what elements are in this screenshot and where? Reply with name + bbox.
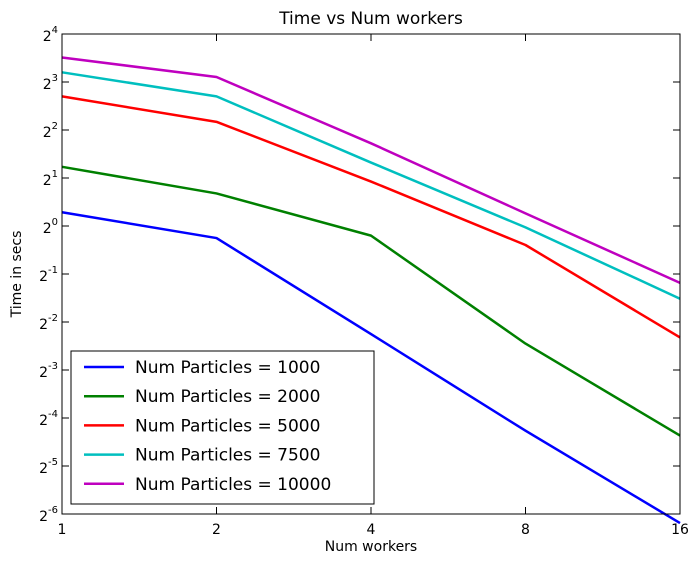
y-axis-label: Time in secs (9, 231, 25, 319)
series-line-4 (61, 71, 681, 300)
y-tick-label: 23 (43, 73, 58, 93)
legend-label: Num Particles = 1000 (135, 358, 320, 378)
y-tick-label: 20 (43, 217, 58, 237)
legend-label: Num Particles = 5000 (135, 416, 320, 436)
y-tick-label: 24 (43, 25, 58, 45)
y-tick-label: 2-6 (39, 505, 58, 525)
y-tick-label: 2-1 (39, 265, 58, 285)
x-tick-label: 8 (521, 522, 530, 538)
series-layer (61, 56, 681, 525)
y-tick-label: 2-2 (39, 313, 58, 333)
legend-label: Num Particles = 2000 (135, 387, 320, 407)
series-line-2 (61, 165, 681, 437)
legend: Num Particles = 1000 Num Particles = 2000… (70, 350, 375, 505)
x-axis-ticks: 1 2 4 8 16 (58, 34, 689, 538)
y-tick-label: 2-4 (39, 409, 58, 429)
y-tick-label: 2-5 (39, 457, 58, 477)
chart-title: Time vs Num workers (278, 9, 463, 29)
y-axis-ticks: 2-6 2-5 2-4 2-3 2-2 2-1 20 21 22 23 24 (39, 25, 680, 525)
legend-box (70, 350, 375, 505)
y-tick-label: 2-3 (39, 361, 58, 381)
y-tick-label: 22 (43, 121, 58, 141)
x-tick-label: 16 (671, 522, 689, 538)
legend-label: Num Particles = 10000 (135, 475, 331, 495)
series-line-1 (61, 210, 681, 525)
x-axis-label: Num workers (325, 539, 417, 555)
x-tick-label: 1 (58, 522, 67, 538)
x-tick-label: 2 (212, 522, 221, 538)
series-line-3 (61, 95, 681, 339)
legend-label: Num Particles = 7500 (135, 446, 320, 466)
x-tick-label: 4 (367, 522, 376, 538)
y-tick-label: 21 (43, 169, 58, 189)
series-line-5 (61, 56, 681, 284)
